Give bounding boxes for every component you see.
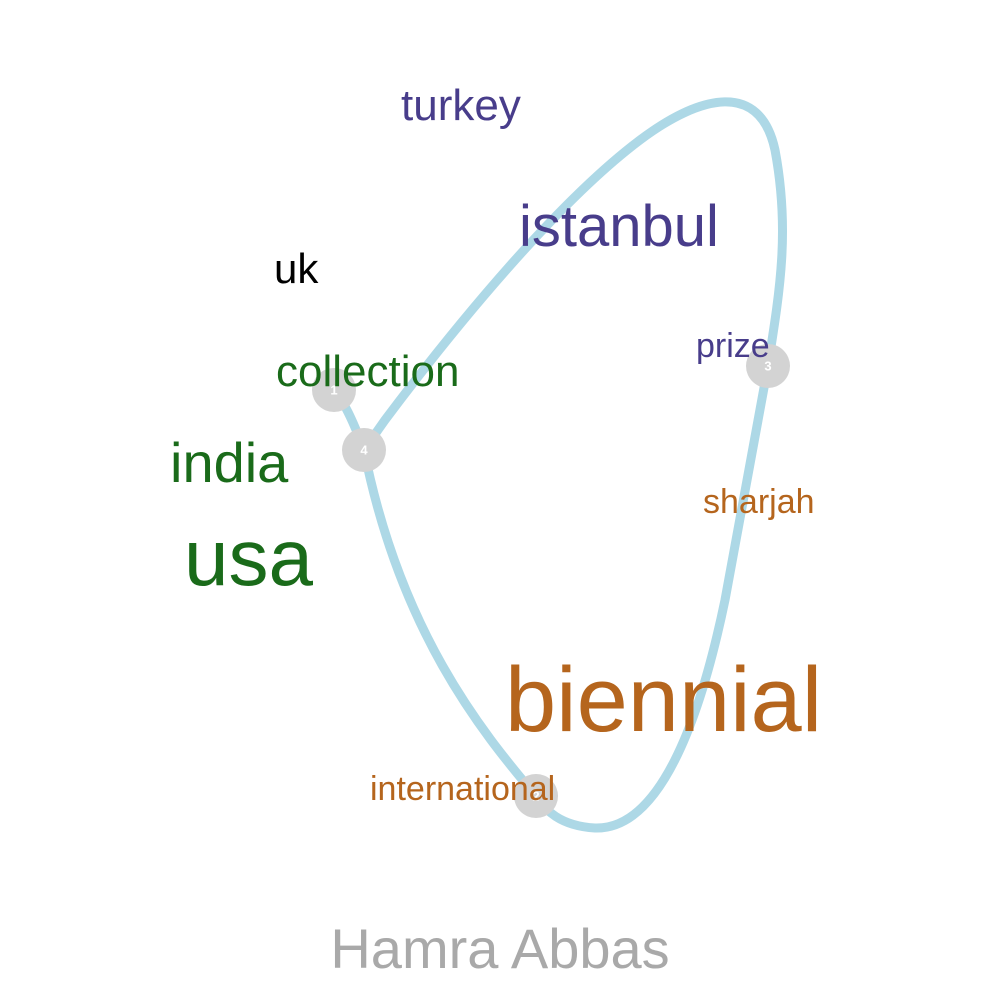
term-istanbul: istanbul [519, 194, 719, 259]
term-sharjah: sharjah [703, 483, 815, 521]
node-label-3: 3 [764, 359, 771, 374]
node-3: 3 [746, 344, 790, 388]
term-international: international [370, 770, 555, 808]
node-circle-3 [746, 344, 790, 388]
trajectory-loop [329, 97, 788, 833]
node-2: 2 [514, 774, 558, 818]
node-circle-2 [514, 774, 558, 818]
caption: Hamra Abbas [330, 917, 669, 980]
term-collection: collection [276, 347, 459, 396]
terms-layer: turkey istanbul prize uk collection india usa s… [170, 81, 822, 808]
term-uk: uk [274, 245, 319, 292]
term-india: india [170, 431, 289, 494]
node-4: 4 [342, 428, 386, 472]
node-circle-1 [312, 368, 356, 412]
term-turkey: turkey [401, 81, 521, 130]
nodes-layer: 1 2 3 4 [312, 344, 790, 818]
node-label-1: 1 [330, 383, 337, 398]
term-usa: usa [184, 513, 313, 602]
node-1: 1 [312, 368, 356, 412]
node-label-4: 4 [360, 443, 368, 458]
term-prize: prize [696, 327, 770, 365]
node-circle-4 [342, 428, 386, 472]
term-biennial: biennial [505, 649, 822, 751]
node-label-2: 2 [532, 789, 539, 804]
